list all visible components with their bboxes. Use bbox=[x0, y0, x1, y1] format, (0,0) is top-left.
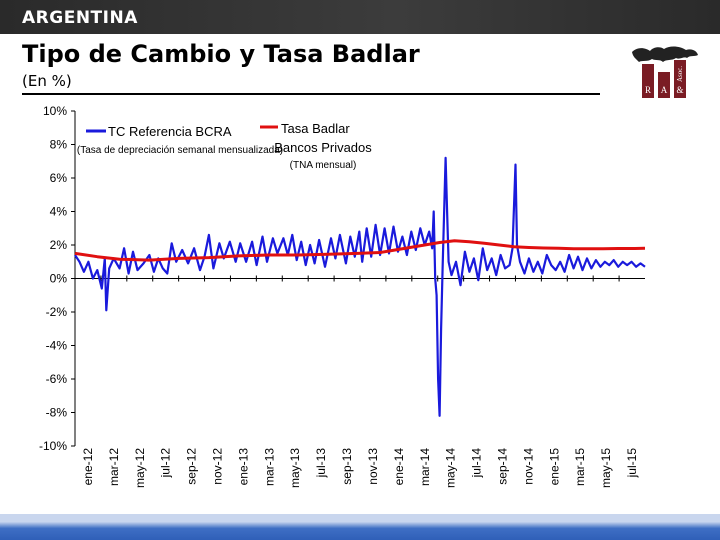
x-tick-label: may-13 bbox=[288, 448, 302, 488]
x-tick-label: may-14 bbox=[444, 448, 458, 488]
x-tick-label: jul-15 bbox=[625, 448, 639, 479]
y-tick-label: 8% bbox=[50, 138, 68, 152]
x-tick-label: nov-14 bbox=[521, 448, 535, 485]
x-tick-label: ene-15 bbox=[547, 448, 561, 486]
logo-letter-a: A bbox=[661, 85, 668, 95]
country-label: ARGENTINA bbox=[22, 8, 138, 28]
x-tick-label: nov-13 bbox=[366, 448, 380, 485]
y-tick-label: -8% bbox=[46, 406, 68, 420]
y-tick-label: 6% bbox=[50, 171, 68, 185]
x-tick-label: mar-13 bbox=[262, 448, 276, 486]
logo-bar-1 bbox=[642, 64, 654, 98]
x-tick-label: sep-12 bbox=[185, 448, 199, 485]
x-tick-label: ene-12 bbox=[81, 448, 95, 486]
y-tick-label: -2% bbox=[46, 305, 68, 319]
header-bar: ARGENTINA bbox=[0, 0, 720, 34]
x-tick-label: jul-12 bbox=[159, 448, 173, 479]
x-tick-label: nov-12 bbox=[211, 448, 225, 485]
y-tick-label: 4% bbox=[50, 205, 68, 219]
legend-label-tc: TC Referencia BCRA bbox=[108, 124, 232, 139]
x-tick-label: ene-13 bbox=[236, 448, 250, 486]
x-tick-label: may-12 bbox=[133, 448, 147, 488]
world-map-icon bbox=[632, 46, 698, 62]
legend-label-badlar-line2: Bancos Privados bbox=[274, 140, 372, 155]
x-tick-label: mar-12 bbox=[107, 448, 121, 486]
logo-bar-3 bbox=[674, 60, 686, 98]
y-tick-label: 2% bbox=[50, 238, 68, 252]
legend-note-badlar: (TNA mensual) bbox=[290, 160, 357, 171]
series-line-tc-referencia bbox=[74, 156, 646, 417]
x-tick-label: sep-14 bbox=[496, 448, 510, 485]
company-logo: R A & Asoc. bbox=[632, 46, 698, 98]
legend-label-badlar-line1: Tasa Badlar bbox=[281, 121, 350, 136]
page-subtitle: (En %) bbox=[22, 72, 72, 90]
exchange-rate-badlar-chart: 10% 8% 6% 4% 2% 0% -2% -4% -6% -8% -10% ene-12 mar-… bbox=[39, 104, 646, 488]
x-axis: ene-12 mar-12 may-12 jul-12 sep-12 nov-12 ene-… bbox=[74, 275, 645, 488]
x-tick-label: ene-14 bbox=[392, 448, 406, 486]
y-axis: 10% 8% 6% 4% 2% 0% -2% -4% -6% -8% -10% bbox=[39, 104, 76, 453]
logo-bar-2 bbox=[658, 72, 670, 98]
x-tick-label: may-15 bbox=[599, 448, 613, 488]
x-tick-label: sep-13 bbox=[340, 448, 354, 485]
x-tick-label: mar-14 bbox=[418, 448, 432, 486]
y-tick-label: -4% bbox=[46, 339, 68, 353]
series-lines bbox=[74, 156, 646, 417]
page-title: Tipo de Cambio y Tasa Badlar bbox=[22, 40, 420, 68]
legend: TC Referencia BCRA (Tasa de depreciación… bbox=[77, 121, 372, 171]
logo-letter-r: R bbox=[645, 85, 651, 95]
y-tick-label: -6% bbox=[46, 372, 68, 386]
logo-ampersand: & bbox=[676, 85, 683, 95]
legend-note-tc: (Tasa de depreciación semanal mensualiza… bbox=[77, 145, 283, 156]
title-divider bbox=[22, 93, 600, 95]
series-line-tasa-badlar bbox=[74, 239, 646, 262]
footer-bar bbox=[0, 514, 720, 540]
y-tick-label: 0% bbox=[50, 272, 68, 286]
x-tick-label: jul-13 bbox=[314, 448, 328, 479]
x-tick-label: mar-15 bbox=[573, 448, 587, 486]
y-tick-label: -10% bbox=[39, 439, 67, 453]
logo-asoc: Asoc. bbox=[676, 66, 684, 82]
y-tick-label: 10% bbox=[43, 104, 67, 118]
x-tick-label: jul-14 bbox=[470, 448, 484, 479]
